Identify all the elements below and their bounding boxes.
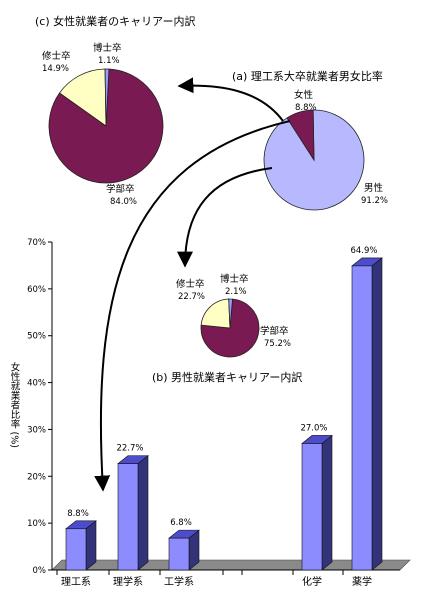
y-tick-label: 0% <box>33 566 47 576</box>
category-label: 理学系 <box>113 575 143 588</box>
bar <box>168 537 190 571</box>
y-tick-label: 60% <box>27 285 46 295</box>
y-tick-label: 10% <box>27 519 46 529</box>
bar <box>117 463 139 571</box>
pie-a-title: (a) 理工系大卒就業者男女比率 <box>232 69 383 83</box>
bar-value-label: 8.8% <box>67 509 89 519</box>
bar <box>301 443 323 571</box>
pie-c-label-doctor: 博士卒 <box>93 42 122 54</box>
bar-side <box>137 455 149 571</box>
category-label: 工学系 <box>164 575 194 588</box>
bars: 8.8% 22.7% 6.8% 27.0% 64.9% <box>65 246 383 571</box>
pie-b-label-bachelor: 学部卒 <box>260 325 289 337</box>
bar-side <box>85 520 97 571</box>
y-tick-label: 20% <box>27 472 46 482</box>
pie-b-value-bachelor: 75.2% <box>264 339 291 349</box>
y-tick-label: 70% <box>27 238 46 248</box>
bar-side <box>371 257 383 571</box>
y-tick-label: 30% <box>27 425 46 435</box>
y-tick-label: 50% <box>27 332 46 342</box>
bar <box>65 528 87 571</box>
pie-a-label-female: 女性 <box>294 89 314 101</box>
pie-c-label-master: 修士卒 <box>42 50 71 62</box>
category-label: 化学 <box>302 575 322 588</box>
arrow-to-pie-c <box>177 77 284 122</box>
bar-value-label: 64.9% <box>350 246 377 256</box>
arrow-to-pie-b <box>177 167 273 268</box>
y-axis-label: 女性就業者比率 (%) <box>9 361 21 448</box>
bar-side <box>321 434 333 571</box>
pie-c-value-master: 14.9% <box>42 64 69 74</box>
pie-a-value-female: 8.8% <box>295 103 317 113</box>
pie-a-chart <box>263 109 365 211</box>
pie-c-value-bachelor: 84.0% <box>110 197 137 207</box>
category-label: 理工系 <box>61 576 91 588</box>
arrow-to-bars <box>94 120 291 492</box>
bar <box>351 265 373 571</box>
pie-b-value-master: 22.7% <box>178 292 205 302</box>
pie-a-value-male: 91.2% <box>361 196 388 206</box>
pie-slice-1 <box>200 298 231 329</box>
pie-b-chart <box>200 298 260 358</box>
pie-b-label-master: 修士卒 <box>176 278 205 290</box>
pie-slice-2 <box>228 298 233 329</box>
pie-b-label-doctor: 博士卒 <box>220 273 249 285</box>
bar-value-label: 22.7% <box>116 444 143 454</box>
pie-slice-2 <box>104 68 110 127</box>
bar-value-label: 6.8% <box>170 518 192 528</box>
category-label: 薬学 <box>352 575 372 588</box>
category-labels: 理工系 理学系 工学系 化学 薬学 <box>56 570 372 588</box>
pie-slice-1 <box>58 68 107 127</box>
pie-c-label-bachelor: 学部卒 <box>106 183 135 195</box>
pie-c-value-doctor: 1.1% <box>98 56 120 66</box>
pie-b-value-doctor: 2.1% <box>225 287 247 297</box>
y-tick-label: 40% <box>27 379 46 389</box>
bar-value-label: 27.0% <box>300 423 327 433</box>
pie-b-title: (b) 男性就業者キャリアー内訳 <box>152 370 302 384</box>
pie-slice-1 <box>286 109 315 162</box>
pie-c-chart <box>48 68 164 184</box>
pie-c-title: (c) 女性就業者のキャリアー内訳 <box>35 14 195 28</box>
y-ticks: 0% 10% 20% 30% 40% 50% 60% 70% <box>27 238 52 576</box>
pie-a-label-male: 男性 <box>364 182 384 194</box>
